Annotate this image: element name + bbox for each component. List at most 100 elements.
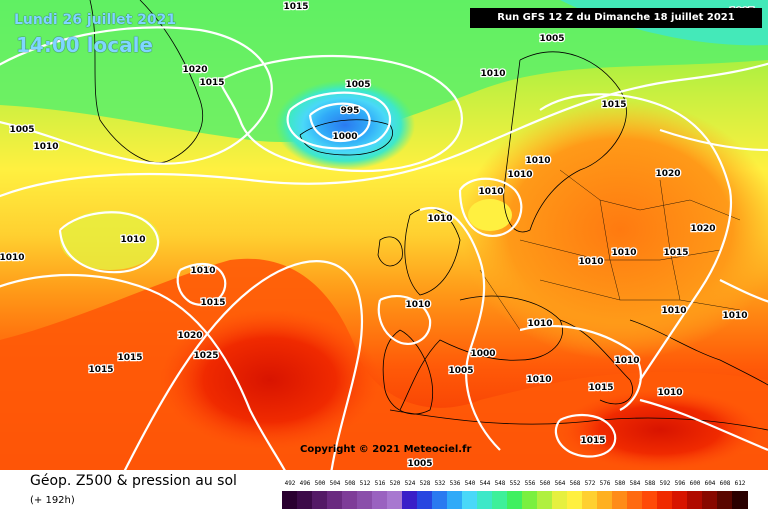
isobar-value-label: 1010 xyxy=(722,311,747,321)
isobar-value-label: 1010 xyxy=(657,388,682,398)
isobar-value-label: 1020 xyxy=(690,224,715,234)
legend-swatch xyxy=(447,491,463,509)
isobar-value-label: 1015 xyxy=(588,383,613,393)
isobar-value-label: 1015 xyxy=(117,353,142,363)
legend-label: 524 xyxy=(404,480,416,487)
isobar-value-label: 1005 xyxy=(9,125,34,135)
isobar-line xyxy=(458,177,523,238)
yellow-cell-north-sea xyxy=(468,199,512,231)
legend-swatch xyxy=(432,491,448,509)
forecast-time: 14:00 locale xyxy=(16,33,153,57)
isobar-value-label: 1010 xyxy=(33,142,58,152)
legend-label: 592 xyxy=(659,480,671,487)
isobar-value-label: 1020 xyxy=(655,169,680,179)
isobar-value-label: 1015 xyxy=(88,365,113,375)
legend-swatch xyxy=(702,491,718,509)
isobar-value-label: 1010 xyxy=(480,69,505,79)
isobar-value-label: 1010 xyxy=(0,253,25,263)
isobar-line xyxy=(659,128,768,152)
legend-label: 504 xyxy=(329,480,341,487)
legend-label: 548 xyxy=(494,480,506,487)
isobar-line xyxy=(176,262,227,306)
footer: Géop. Z500 & pression au sol (+ 192h) 49… xyxy=(0,470,768,512)
legend-label: 516 xyxy=(374,480,386,487)
legend-swatch xyxy=(507,491,523,509)
legend-swatch xyxy=(552,491,568,509)
isobar-value-label: 1010 xyxy=(661,306,686,316)
legend-swatch xyxy=(327,491,343,509)
copyright-notice: Copyright © 2021 Meteociel.fr xyxy=(300,444,472,455)
isobar-value-label: 1010 xyxy=(611,248,636,258)
isobar-value-label: 1010 xyxy=(190,266,215,276)
run-info: Run GFS 12 Z du Dimanche 18 juillet 2021 xyxy=(470,8,762,28)
legend-label: 556 xyxy=(524,480,536,487)
warm-area-europe xyxy=(460,100,768,360)
isobar-value-label: 1010 xyxy=(427,214,452,224)
isobar-value-label: 1010 xyxy=(614,356,639,366)
legend-swatch xyxy=(687,491,703,509)
legend-swatch xyxy=(672,491,688,509)
isobar-line xyxy=(419,207,501,451)
legend-label: 580 xyxy=(614,480,626,487)
isobar-line xyxy=(0,62,768,198)
isobar-line xyxy=(0,26,273,165)
legend-swatch xyxy=(297,491,313,509)
isobar-value-label: 1010 xyxy=(120,235,145,245)
isobar-line xyxy=(639,398,768,452)
legend-swatch xyxy=(627,491,643,509)
legend-swatch xyxy=(612,491,628,509)
legend-label: 528 xyxy=(419,480,431,487)
isobar-value-label: 1010 xyxy=(405,300,430,310)
legend-swatch xyxy=(282,491,298,509)
legend-label: 560 xyxy=(539,480,551,487)
coastlines xyxy=(89,0,768,431)
legend-swatch xyxy=(597,491,613,509)
legend-label: 572 xyxy=(584,480,596,487)
isobar-value-label: 1015 xyxy=(199,78,224,88)
legend-label: 604 xyxy=(704,480,716,487)
lead-time: (+ 192h) xyxy=(30,495,75,506)
isobar-line xyxy=(123,260,364,470)
legend-label: 508 xyxy=(344,480,356,487)
isobar-value-label: 1015 xyxy=(200,298,225,308)
isobar-value-label: 1015 xyxy=(580,436,605,446)
legend-swatch xyxy=(372,491,388,509)
product-title: Géop. Z500 & pression au sol xyxy=(30,473,237,489)
isobar-value-label: 1005 xyxy=(448,366,473,376)
isobar-line xyxy=(519,324,642,411)
color-legend: 492 496 500 504 508 512 516 520 524 528 532 536 540 5… xyxy=(282,480,752,510)
isobar-value-label: 1015 xyxy=(283,2,308,12)
isobar-value-label: 1010 xyxy=(526,375,551,385)
legend-swatch xyxy=(417,491,433,509)
isobar-line xyxy=(286,91,391,150)
forecast-date: Lundi 26 juillet 2021 xyxy=(14,12,177,28)
legend-label: 544 xyxy=(479,480,491,487)
legend-label: 596 xyxy=(674,480,686,487)
legend-label: 540 xyxy=(464,480,476,487)
isobar-line xyxy=(0,273,286,470)
isobar-value-label: 995 xyxy=(341,106,360,116)
isobar-line xyxy=(719,279,768,303)
isobar-line xyxy=(218,55,463,173)
isobar-value-label: 1020 xyxy=(177,331,202,341)
isobar-line xyxy=(377,295,432,346)
legend-swatch xyxy=(492,491,508,509)
legend-label: 588 xyxy=(644,480,656,487)
isobar-value-label: 1010 xyxy=(527,319,552,329)
legend-label: 512 xyxy=(359,480,371,487)
legend-swatch xyxy=(537,491,553,509)
legend-swatch xyxy=(342,491,358,509)
isobar-line xyxy=(308,102,371,142)
legend-label: 564 xyxy=(554,480,566,487)
isobars xyxy=(0,26,768,470)
legend-label: 532 xyxy=(434,480,446,487)
legend-swatch xyxy=(402,491,418,509)
legend-label: 520 xyxy=(389,480,401,487)
legend-swatch xyxy=(717,491,733,509)
isobar-value-label: 1015 xyxy=(663,248,688,258)
legend-label: 492 xyxy=(284,480,296,487)
isobar-value-label: 1025 xyxy=(193,351,218,361)
isobar-line xyxy=(554,413,617,458)
legend-label: 568 xyxy=(569,480,581,487)
